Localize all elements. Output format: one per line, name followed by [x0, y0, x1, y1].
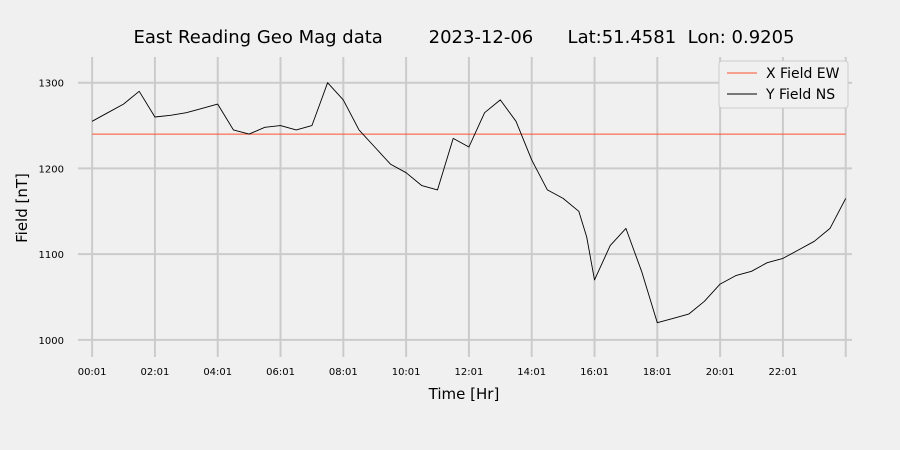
x-axis-label: Time [Hr]: [428, 385, 500, 403]
x-tick-label: 14:01: [517, 367, 546, 378]
x-tick-label: 02:01: [141, 367, 170, 378]
x-tick-label: 06:01: [266, 367, 295, 378]
legend: X Field EW Y Field NS: [718, 60, 849, 109]
x-tick-label: 16:01: [580, 367, 609, 378]
y-tick-label: 1000: [39, 336, 64, 347]
x-tick-label: 00:01: [78, 367, 107, 378]
x-tick-label: 04:01: [203, 367, 232, 378]
legend-label-x-field: X Field EW: [766, 66, 840, 82]
x-tick-label: 20:01: [706, 367, 735, 378]
grid: [78, 57, 852, 357]
x-tick-label: 10:01: [392, 367, 421, 378]
x-tick-label: 12:01: [455, 367, 484, 378]
y-tick-label: 1200: [39, 164, 64, 175]
series-layer: [91, 82, 847, 324]
chart-title: East Reading Geo Mag data 2023-12-06 Lat…: [133, 27, 794, 48]
tick-labels: 1000 1100 1200 1300 00:01 02:01 04:01 06:01 08:0…: [39, 79, 798, 378]
x-tick-label: 22:01: [769, 367, 798, 378]
y-axis-label: Field [nT]: [13, 173, 31, 243]
series-line-1: [91, 82, 847, 324]
y-tick-label: 1300: [39, 79, 64, 90]
y-tick-label: 1100: [39, 250, 64, 261]
x-tick-label: 18:01: [643, 367, 672, 378]
legend-label-y-field: Y Field NS: [765, 87, 835, 103]
x-tick-label: 08:01: [329, 367, 358, 378]
